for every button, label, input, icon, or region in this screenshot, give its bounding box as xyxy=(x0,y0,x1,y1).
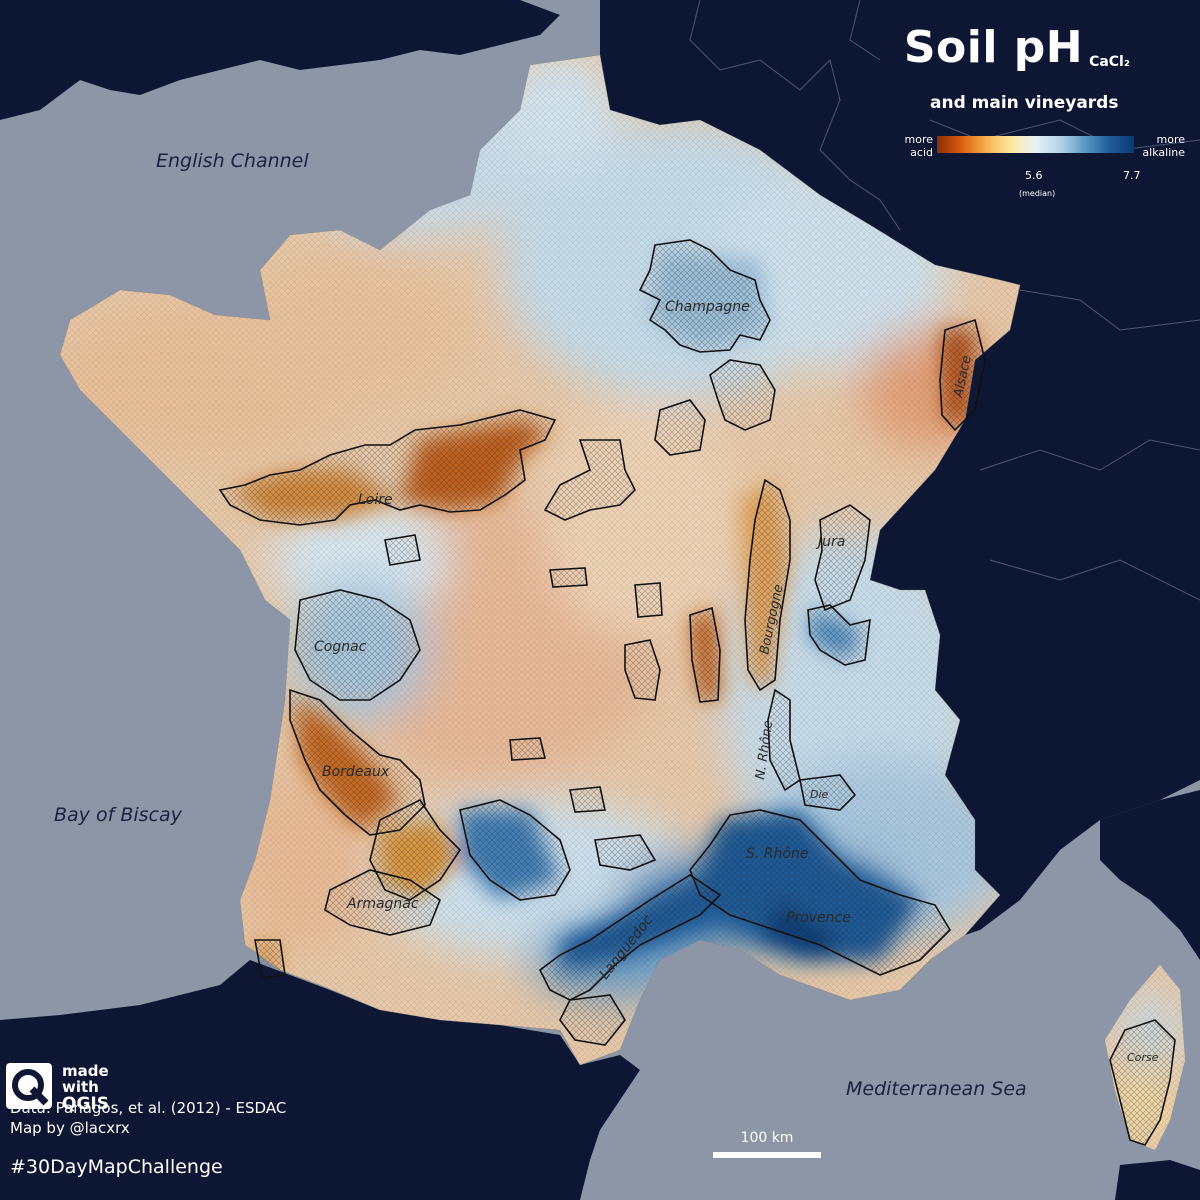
vineyard-die xyxy=(799,774,857,811)
title-sub: CaCl₂ xyxy=(1089,54,1130,70)
label-loire: Loire xyxy=(358,492,393,508)
vineyard-corse xyxy=(1109,1019,1176,1146)
legend-right-label: more alkaline xyxy=(1127,133,1185,159)
legend-max-value: 7.7 xyxy=(1123,169,1141,182)
vineyard-savoie xyxy=(807,604,871,666)
vineyard-armagnac xyxy=(324,869,441,936)
legend-color-ramp xyxy=(937,136,1134,153)
legend-left-line1: more xyxy=(904,133,934,146)
qgis-badge: made with QGIS xyxy=(6,1062,109,1114)
sardinia-landmass xyxy=(1115,1160,1200,1200)
vineyard-sm5 xyxy=(509,737,547,761)
vineyard-loire-east xyxy=(543,439,636,521)
map-subtitle: and main vineyards xyxy=(930,93,1119,113)
label-armagnac: Armagnac xyxy=(346,896,419,912)
vineyard-champagne xyxy=(638,239,771,353)
label-champagne: Champagne xyxy=(665,299,750,315)
legend-median-note: (median) xyxy=(1019,189,1056,198)
title-main: Soil pH xyxy=(903,22,1084,73)
vineyard-n-rhone xyxy=(767,688,801,792)
label-corse: Corse xyxy=(1127,1051,1159,1064)
vineyard-auvergne xyxy=(624,639,661,701)
label-bordeaux: Bordeaux xyxy=(322,764,390,780)
label-die: Die xyxy=(810,788,829,801)
uk-landmass xyxy=(0,0,560,120)
europe-landmass xyxy=(600,0,1200,935)
vineyard-outlines xyxy=(218,239,1176,1146)
vineyard-alsace xyxy=(939,318,986,432)
legend: more acid more alkaline 5.6 (median) 7.7 xyxy=(895,133,1186,213)
label-s-rhone: S. Rhône xyxy=(746,846,808,862)
legend-median-value: 5.6 xyxy=(1025,169,1043,182)
legend-right-line2: alkaline xyxy=(1142,146,1185,159)
vineyard-loire xyxy=(218,409,557,526)
credit-data: Data: Panagos, et al. (2012) - ESDAC xyxy=(10,1099,287,1117)
map-title: Soil pH CaCl₂ xyxy=(904,22,1130,73)
vineyard-cahors xyxy=(459,799,571,901)
vineyard-champagne-aube xyxy=(654,399,706,456)
vineyard-loire-sm1 xyxy=(384,534,421,566)
label-bay-of-biscay: Bay of Biscay xyxy=(54,804,182,826)
label-provence: Provence xyxy=(786,910,851,926)
label-mediterranean: Mediterranean Sea xyxy=(846,1078,1027,1100)
label-english-channel: English Channel xyxy=(156,150,309,172)
legend-left-label: more acid xyxy=(897,133,934,159)
vineyard-cognac xyxy=(294,589,421,701)
vineyard-gaillac xyxy=(594,834,657,871)
vineyard-loire-sm2 xyxy=(549,567,588,588)
hashtag: #30DayMapChallenge xyxy=(10,1156,223,1178)
vineyard-beaujolais xyxy=(689,606,721,703)
credit-author: Map by @lacxrx xyxy=(10,1119,130,1137)
italy-landmass xyxy=(1100,790,1200,960)
credits: Data: Panagos, et al. (2012) - ESDAC Map… xyxy=(10,1098,286,1138)
badge-line3: QGIS xyxy=(62,1094,109,1114)
qgis-logo-icon xyxy=(6,1063,52,1109)
vineyard-bourgogne xyxy=(744,478,791,692)
scale-bar: 100 km xyxy=(713,1130,821,1158)
vineyard-champagne-south xyxy=(709,359,776,431)
vineyard-roussillon xyxy=(559,994,626,1046)
scale-line xyxy=(713,1152,821,1158)
label-cognac: Cognac xyxy=(314,639,367,655)
badge-line1: made xyxy=(62,1062,109,1080)
label-jura: Jura xyxy=(815,534,845,550)
country-borders xyxy=(689,0,1200,601)
legend-right-line1: more xyxy=(1156,133,1186,146)
scale-label: 100 km xyxy=(740,1130,794,1146)
vineyard-sm3 xyxy=(634,582,663,618)
spain-landmass xyxy=(0,960,640,1200)
badge-line2: with xyxy=(62,1078,99,1096)
vineyard-sm4 xyxy=(569,786,606,813)
vineyard-sw-small xyxy=(254,939,286,979)
legend-left-line2: acid xyxy=(910,146,933,159)
vineyard-jura xyxy=(814,504,871,612)
